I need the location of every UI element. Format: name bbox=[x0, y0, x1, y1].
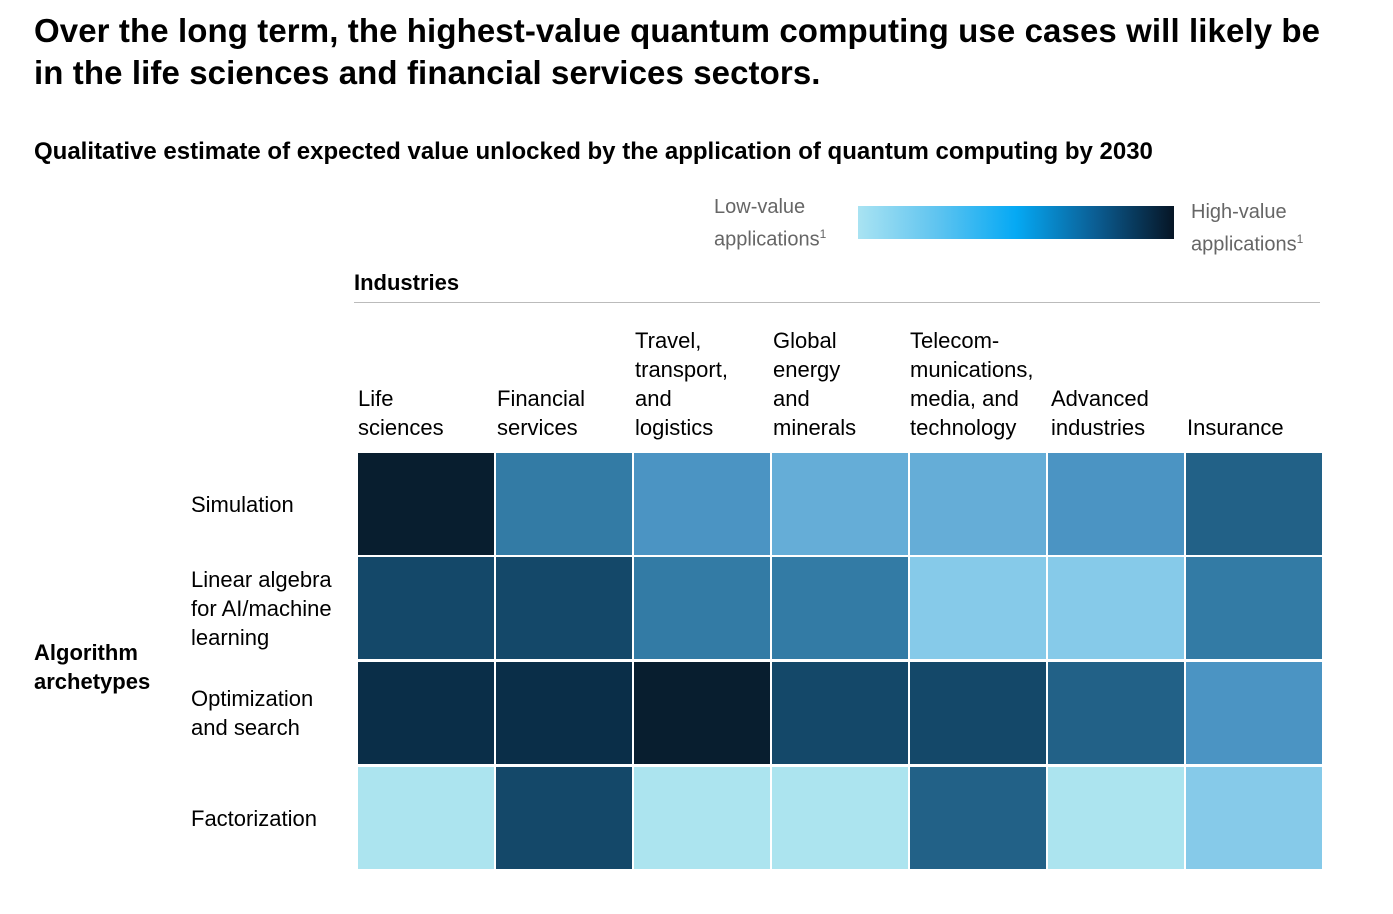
heatmap-cell bbox=[772, 557, 908, 659]
heatmap-cell bbox=[634, 767, 770, 869]
column-header: Insurance bbox=[1187, 415, 1284, 440]
heatmap-cell bbox=[910, 767, 1046, 869]
heatmap-cell bbox=[496, 453, 632, 555]
algorithm-archetypes-axis-label: Algorithm archetypes bbox=[34, 640, 151, 694]
heatmap-cell bbox=[634, 557, 770, 659]
heatmap-cell bbox=[1186, 453, 1322, 555]
heatmap-cell bbox=[358, 557, 494, 659]
heatmap-cell bbox=[634, 662, 770, 764]
column-header: Advanced industries bbox=[1051, 386, 1149, 440]
row-header: Optimization and search bbox=[191, 686, 314, 740]
heatmap-cell bbox=[496, 662, 632, 764]
column-header: Travel, transport, and logistics bbox=[635, 328, 728, 440]
heatmap-cell bbox=[1186, 767, 1322, 869]
heatmap-cell bbox=[910, 662, 1046, 764]
column-header: Telecom- munications, media, and technol… bbox=[910, 328, 1034, 440]
legend-high-text: High-value applications bbox=[1191, 201, 1297, 256]
heatmap-cell bbox=[1048, 767, 1184, 869]
column-header: Global energy and minerals bbox=[773, 328, 857, 440]
heatmap-cell bbox=[772, 453, 908, 555]
heatmap-cell bbox=[496, 767, 632, 869]
heatmap-cell bbox=[1186, 557, 1322, 659]
legend-low-footnote: 1 bbox=[819, 227, 827, 241]
heatmap-cell bbox=[358, 662, 494, 764]
heatmap-cell bbox=[910, 557, 1046, 659]
heatmap-cell bbox=[1048, 557, 1184, 659]
heatmap-cell bbox=[634, 453, 770, 555]
heatmap-cell bbox=[772, 767, 908, 869]
row-header: Factorization bbox=[191, 805, 317, 831]
legend-low-text: Low-value applications bbox=[714, 196, 820, 251]
legend-high-label: High-value applications1 bbox=[1191, 199, 1303, 259]
legend-high-footnote: 1 bbox=[1296, 232, 1304, 246]
column-header: Financial services bbox=[497, 386, 586, 440]
heatmap-cell bbox=[496, 557, 632, 659]
heatmap-cell bbox=[358, 767, 494, 869]
industries-divider bbox=[354, 302, 1320, 303]
industries-axis-label: Industries bbox=[354, 270, 460, 295]
column-header: Life sciences bbox=[358, 386, 444, 440]
heatmap-cell bbox=[772, 662, 908, 764]
chart-subtitle: Qualitative estimate of expected value u… bbox=[34, 138, 1153, 165]
chart-title: Over the long term, the highest-value qu… bbox=[34, 12, 1321, 91]
heatmap-cell bbox=[1048, 662, 1184, 764]
legend-low-label: Low-value applications1 bbox=[714, 194, 826, 254]
heatmap-cell bbox=[1186, 662, 1322, 764]
heatmap-cell bbox=[1048, 453, 1184, 555]
heatmap-cell bbox=[910, 453, 1046, 555]
row-header: Simulation bbox=[191, 491, 294, 517]
row-header: Linear algebra for AI/machine learning bbox=[191, 566, 332, 650]
legend-color-scale bbox=[858, 206, 1174, 239]
heatmap-cell bbox=[358, 453, 494, 555]
